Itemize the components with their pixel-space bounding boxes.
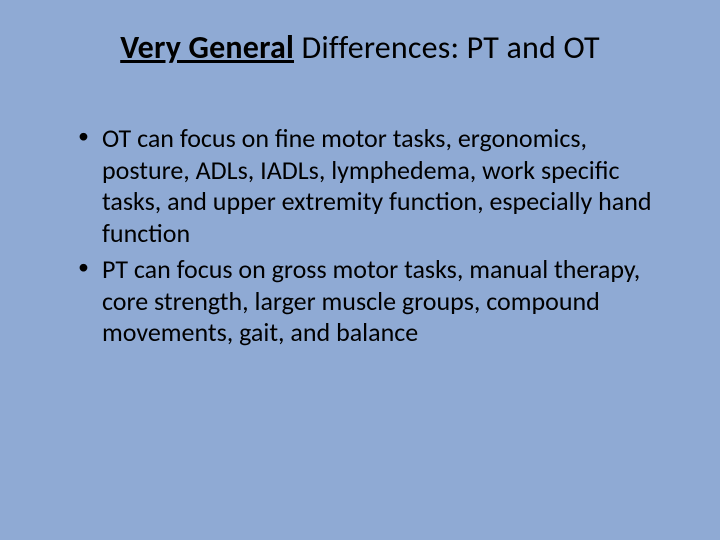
list-item: OT can focus on fine motor tasks, ergono… xyxy=(78,123,672,250)
slide-title: Very General Differences: PT and OT xyxy=(48,28,672,67)
title-rest: Differences: PT and OT xyxy=(294,28,600,67)
list-item: PT can focus on gross motor tasks, manua… xyxy=(78,254,672,349)
title-bold-part: Very General xyxy=(120,28,294,67)
bullet-list: OT can focus on fine motor tasks, ergono… xyxy=(48,123,672,349)
